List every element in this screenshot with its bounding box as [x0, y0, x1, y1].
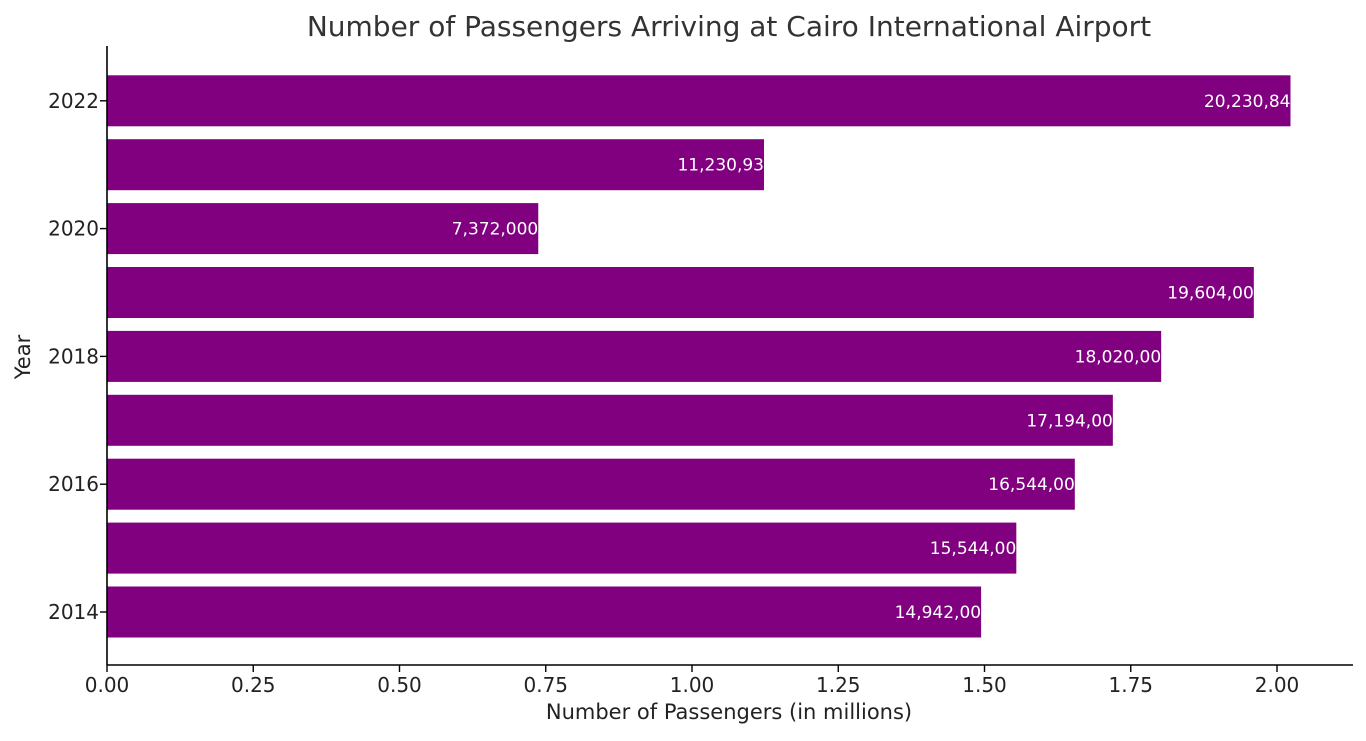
- chart-title: Number of Passengers Arriving at Cairo I…: [307, 10, 1151, 43]
- bar-2015: [107, 522, 1017, 574]
- x-tick-label: 0.75: [523, 673, 568, 697]
- bar-value-label-2019: 19,604,00: [1167, 284, 1254, 304]
- y-axis-label: Year: [11, 334, 35, 380]
- bar-value-label-2021: 11,230,93: [677, 156, 764, 176]
- x-axis-ticks: 0.00 0.25 0.50 0.75 1.00 1.25 1.50 1.75 2.00: [85, 665, 1300, 697]
- x-tick-label: 1.25: [816, 673, 861, 697]
- x-axis-label: Number of Passengers (in millions): [546, 700, 912, 724]
- bar-2018: [107, 330, 1162, 382]
- x-tick-label: 1.50: [962, 673, 1007, 697]
- x-tick-label: 0.50: [377, 673, 422, 697]
- bar-2021: [107, 139, 765, 191]
- x-tick-label: 2.00: [1255, 673, 1300, 697]
- bar-value-label-2018: 18,020,00: [1075, 347, 1162, 367]
- bar-2017: [107, 394, 1113, 446]
- x-tick-label: 1.00: [670, 673, 715, 697]
- bar-value-label-2016: 16,544,00: [988, 475, 1075, 495]
- bar-labels-group: 14,942,00 15,544,00 16,544,00 17,194,00 18,0…: [452, 92, 1291, 623]
- x-tick-label: 0.00: [85, 673, 130, 697]
- y-tick-label: 2022: [48, 89, 99, 113]
- bar-2019: [107, 267, 1254, 318]
- y-tick-label: 2018: [48, 344, 99, 368]
- bar-2016: [107, 458, 1075, 510]
- y-tick-label: 2016: [48, 472, 99, 496]
- bar-2020: [107, 203, 539, 255]
- bars-group: [107, 75, 1291, 638]
- bar-value-label-2014: 14,942,00: [895, 603, 982, 623]
- y-axis-ticks: 2014 2016 2018 2020 2022: [48, 89, 107, 624]
- bar-value-label-2017: 17,194,00: [1026, 411, 1113, 431]
- bar-2022: [107, 75, 1291, 127]
- bar-value-label-2022: 20,230,84: [1204, 92, 1291, 112]
- x-tick-label: 0.25: [231, 673, 276, 697]
- x-tick-label: 1.75: [1108, 673, 1153, 697]
- y-tick-label: 2020: [48, 217, 99, 241]
- bar-2014: [107, 586, 982, 638]
- bar-value-label-2020: 7,372,000: [452, 220, 539, 240]
- y-tick-label: 2014: [48, 600, 99, 624]
- bar-value-label-2015: 15,544,00: [930, 539, 1017, 559]
